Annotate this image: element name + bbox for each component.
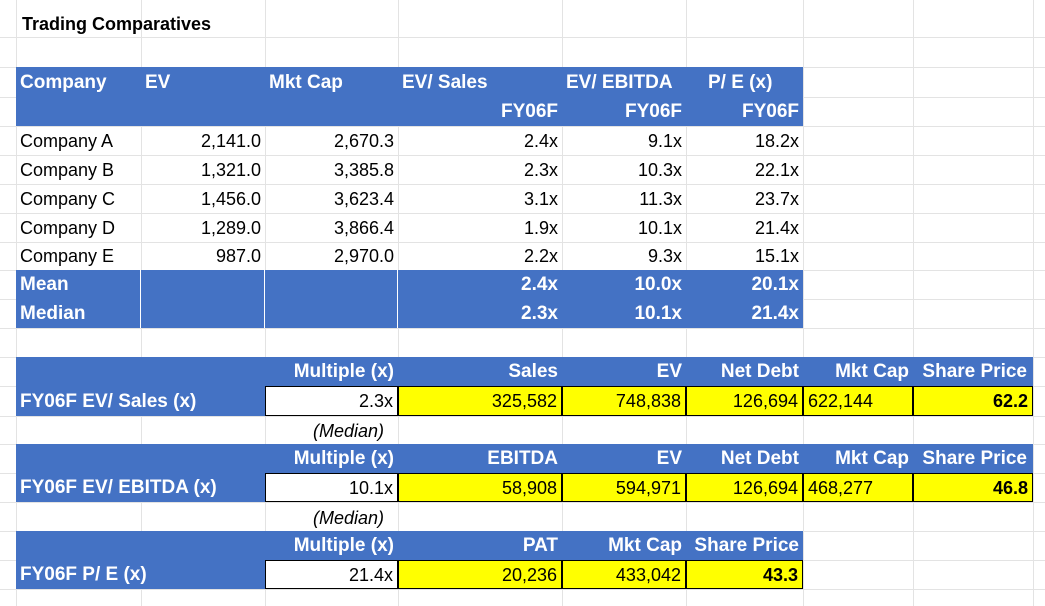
ev-sales-metric-cell[interactable]: 325,582	[398, 386, 562, 416]
cell-pe: 18.2x	[754, 130, 799, 151]
ev-ebitda-ev-cell[interactable]: 594,971	[562, 473, 686, 502]
ev-ebitda-label: FY06F EV/ EBITDA (x)	[20, 477, 217, 498]
ev-sales-net-debt-cell[interactable]: 126,694	[686, 386, 803, 416]
ev-ebitda-median-note: (Median)	[313, 507, 385, 528]
ev-ebitda-share-price-header: Share Price	[922, 448, 1027, 469]
cell-ev-sales: 2.4x	[523, 130, 558, 151]
mean-ev-sales: 2.4x	[398, 270, 562, 299]
cell-ev-sales: 2.2x	[523, 246, 558, 266]
median-pe: 21.4x	[686, 299, 803, 328]
ev-ebitda-metric-header: EBITDA	[487, 448, 558, 469]
header-mkt-cap: Mkt Cap	[265, 67, 398, 97]
header-fy-ev-ebitda: FY06F	[562, 97, 686, 126]
cell-company: Company C	[20, 188, 116, 209]
ev-ebitda-metric-cell[interactable]: 58,908	[398, 473, 562, 502]
cell-mkt-cap: 3,623.4	[333, 188, 394, 209]
ev-sales-mkt-cap-header: Mkt Cap	[835, 361, 909, 382]
cell-pe: 21.4x	[754, 217, 799, 238]
header-company: Company	[16, 67, 141, 97]
cell-ev-ebitda: 10.3x	[637, 159, 682, 180]
header-ev: EV	[141, 67, 265, 97]
mean-pe: 20.1x	[686, 270, 803, 299]
pe-label: FY06F P/ E (x)	[20, 564, 147, 585]
mean-label: Mean	[16, 270, 141, 299]
ev-sales-net-debt-header: Net Debt	[720, 361, 799, 382]
ev-sales-multiple-header: Multiple (x)	[293, 361, 394, 382]
ev-sales-ev-header: EV	[656, 361, 682, 382]
ev-sales-median-note: (Median)	[313, 421, 385, 441]
cell-pe: 15.1x	[754, 246, 799, 266]
ev-ebitda-ev-header: EV	[656, 448, 682, 469]
pe-multiple-header: Multiple (x)	[293, 535, 394, 556]
cell-ev-ebitda: 9.1x	[647, 130, 682, 151]
cell-ev-sales: 2.3x	[523, 159, 558, 180]
sheet-title: Trading Comparatives	[22, 14, 212, 34]
cell-ev: 2,141.0	[200, 130, 261, 151]
header-pe: P/ E (x)	[686, 67, 803, 97]
header-fy-pe: FY06F	[686, 97, 803, 126]
pe-share-price-header: Share Price	[694, 535, 799, 556]
cell-company: Company E	[20, 246, 115, 266]
ev-ebitda-mkt-cap-cell[interactable]: 468,277	[803, 473, 913, 502]
mean-ev-ebitda: 10.0x	[562, 270, 686, 299]
cell-ev-ebitda: 11.3x	[639, 188, 682, 209]
ev-ebitda-multiple-header: Multiple (x)	[293, 448, 394, 469]
ev-sales-share-price-cell[interactable]: 62.2	[913, 386, 1033, 416]
cell-company: Company B	[20, 159, 115, 180]
median-empty-mkt-cap	[265, 299, 398, 328]
pe-mkt-cap-cell[interactable]: 433,042	[562, 560, 686, 589]
pe-metric-header: PAT	[522, 535, 558, 556]
header-ev-sales: EV/ Sales	[398, 67, 562, 97]
cell-mkt-cap: 2,970.0	[333, 246, 394, 266]
cell-ev-ebitda: 9.3x	[647, 246, 682, 266]
cell-mkt-cap: 2,670.3	[333, 130, 394, 151]
cell-ev-sales: 1.9x	[523, 217, 558, 238]
ev-ebitda-share-price-cell[interactable]: 46.8	[913, 473, 1033, 502]
cell-ev: 1,321.0	[200, 159, 261, 180]
ev-sales-metric-header: Sales	[508, 361, 558, 382]
pe-metric-cell[interactable]: 20,236	[398, 560, 562, 589]
cell-company: Company D	[20, 217, 116, 238]
cell-ev: 1,456.0	[200, 188, 261, 209]
ev-ebitda-multiple-cell[interactable]: 10.1x	[265, 473, 398, 502]
cell-pe: 23.7x	[754, 188, 799, 209]
ev-sales-ev-cell[interactable]: 748,838	[562, 386, 686, 416]
pe-share-price-cell[interactable]: 43.3	[686, 560, 803, 589]
cell-company: Company A	[20, 130, 114, 151]
ev-sales-share-price-header: Share Price	[922, 361, 1027, 382]
median-empty-ev	[141, 299, 265, 328]
pe-multiple-cell[interactable]: 21.4x	[265, 560, 398, 589]
ev-ebitda-mkt-cap-header: Mkt Cap	[835, 448, 909, 469]
cell-ev: 987.0	[215, 246, 261, 266]
ev-ebitda-net-debt-header: Net Debt	[720, 448, 799, 469]
pe-mkt-cap-header: Mkt Cap	[608, 535, 682, 556]
median-ev-ebitda: 10.1x	[562, 299, 686, 328]
ev-sales-mkt-cap-cell[interactable]: 622,144	[803, 386, 913, 416]
ev-sales-multiple-cell[interactable]: 2.3x	[265, 386, 398, 416]
ev-ebitda-net-debt-cell[interactable]: 126,694	[686, 473, 803, 502]
mean-empty-mkt-cap	[265, 270, 398, 299]
median-label: Median	[16, 299, 141, 328]
cell-mkt-cap: 3,866.4	[333, 217, 394, 238]
header-ev-ebitda: EV/ EBITDA	[562, 67, 686, 97]
cell-ev-ebitda: 10.1x	[637, 217, 682, 238]
cell-pe: 22.1x	[754, 159, 799, 180]
cell-mkt-cap: 3,385.8	[333, 159, 394, 180]
median-ev-sales: 2.3x	[398, 299, 562, 328]
cell-ev-sales: 3.1x	[523, 188, 558, 209]
mean-empty-ev	[141, 270, 265, 299]
header-fy-ev-sales: FY06F	[398, 97, 562, 126]
cell-ev: 1,289.0	[200, 217, 261, 238]
ev-sales-label: FY06F EV/ Sales (x)	[20, 390, 197, 412]
header-spacer	[16, 97, 398, 126]
